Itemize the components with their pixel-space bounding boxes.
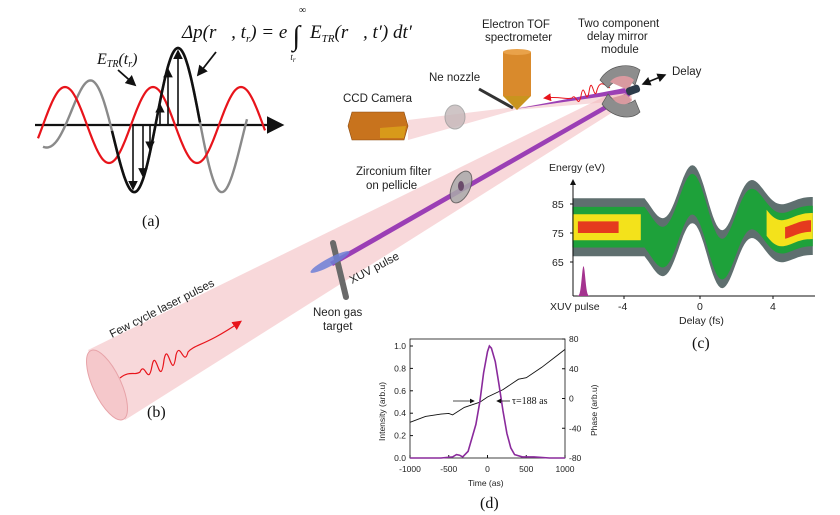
y2-tick-label: -40 <box>569 423 582 433</box>
y-tick-label: 1.0 <box>394 341 406 351</box>
xuv-pulse-profile <box>577 266 590 296</box>
spectrogram-core-right <box>785 220 811 239</box>
delay-arrow <box>641 73 667 86</box>
caption-b: (b) <box>147 404 166 421</box>
laser-beam-entrance <box>86 349 128 421</box>
xuv-beam <box>330 92 630 266</box>
delay-tick-label: 4 <box>770 301 776 313</box>
mirror-inner-bottom <box>612 94 632 105</box>
mirror-label-2: delay mirror <box>587 31 648 43</box>
y-tick-label: 0.6 <box>394 386 406 396</box>
x-tick-label: 500 <box>519 464 533 474</box>
tof-label-2: spectrometer <box>485 32 552 44</box>
neon-target-label: Neon gas <box>313 307 362 319</box>
momentum-arrows <box>128 49 183 191</box>
electric-field-curve <box>36 85 267 165</box>
formula: Δp(r⃗, tr) = e ∫ ∞ tr ETR(r⃗, t′) dt′ <box>181 5 413 64</box>
zirconium-filter-label-2: on pellicle <box>366 180 417 192</box>
ccd-camera-label: CCD Camera <box>343 93 413 105</box>
panel-c: Energy (eV) 85 75 65 -4 0 4 XUV pulse De… <box>549 162 815 352</box>
y-tick-label: 0.8 <box>394 363 406 373</box>
mirror-label: Two component <box>578 18 660 30</box>
reflected-laser-pulse <box>543 83 611 102</box>
delay-ticks: -4 0 4 <box>618 296 776 313</box>
formula-lhs: Δp(r⃗, tr) = e <box>181 22 287 45</box>
imaging-lens <box>444 104 466 130</box>
y2-tick-label: 40 <box>569 364 579 374</box>
phase-series <box>409 349 566 423</box>
intensity-series <box>410 344 565 459</box>
mirror-actuator <box>625 84 641 96</box>
laser-pulse-wave <box>119 320 242 379</box>
mirror-label-3: module <box>601 44 639 56</box>
caption-a: (a) <box>142 213 160 230</box>
y2-tick-label: -80 <box>569 453 582 463</box>
panel-d: -1000 -500 0 500 1000 0.0 0.2 0.4 0.6 0.8 1.0 80 40 0… <box>377 334 599 512</box>
formula-pointer-arrow <box>196 51 217 77</box>
x-tick-label: 1000 <box>556 464 575 474</box>
phase-axis-label: Phase (arb.u) <box>589 384 599 436</box>
highlighted-vector-potential-curve <box>110 46 202 194</box>
axis-ticks: -1000 -500 0 500 1000 0.0 0.2 0.4 0.6 0.8 1.0 80 40 0… <box>394 334 581 474</box>
ccd-camera-face <box>380 126 406 138</box>
zirconium-filter-label: Zirconium filter <box>356 166 432 178</box>
tof-label: Electron TOF <box>482 19 550 31</box>
pellicle <box>458 181 464 191</box>
energy-axis-label: Energy (eV) <box>549 162 605 174</box>
neon-target-label-2: target <box>323 321 353 333</box>
formula-lower-limit: tr <box>290 52 296 64</box>
field-pointer-arrow <box>117 69 137 87</box>
energy-ticks: 85 75 65 <box>552 199 573 269</box>
y2-tick-label: 0 <box>569 394 574 404</box>
formula-upper-limit: ∞ <box>299 5 306 16</box>
neon-gas-target <box>330 240 349 300</box>
intensity-axis-label: Intensity (arb.u) <box>377 382 387 441</box>
caption-c: (c) <box>692 335 710 352</box>
x-tick-label: -500 <box>440 464 457 474</box>
delay-tick-label: -4 <box>618 301 627 313</box>
caption-d: (d) <box>480 495 499 512</box>
x-tick-label: -1000 <box>399 464 421 474</box>
ne-nozzle <box>478 87 514 110</box>
delay-tick-label: 0 <box>697 301 703 313</box>
mirror-inner-top <box>610 76 634 90</box>
delay-label: Delay <box>672 66 702 78</box>
spectrogram-core-left <box>577 221 619 233</box>
panel-a: ETR(tr) Δp(r⃗, tr) = e ∫ ∞ tr ETR(r⃗, t′… <box>35 5 413 230</box>
ne-nozzle-label: Ne nozzle <box>429 72 480 84</box>
formula-integral-sign: ∫ <box>290 21 302 53</box>
streaking-spectrogram <box>572 165 813 289</box>
time-axis-label: Time (as) <box>468 478 504 488</box>
y-tick-label: 0.0 <box>394 453 406 463</box>
delay-axis-label: Delay (fs) <box>679 315 724 327</box>
x-tick-label: 0 <box>485 464 490 474</box>
y2-tick-label: 80 <box>569 334 579 344</box>
tof-spectrometer <box>503 52 531 96</box>
xuv-pulse-shape <box>310 251 350 273</box>
tof-top <box>503 49 531 55</box>
y-tick-label: 0.2 <box>394 431 406 441</box>
energy-tick-label: 65 <box>552 257 564 269</box>
panel-b: Few cycle laser pulses (b) XUV pulse Neo… <box>86 18 702 421</box>
y-tick-label: 0.4 <box>394 408 406 418</box>
xuv-pulse-axis-label: XUV pulse <box>550 301 600 313</box>
formula-integrand: ETR(r⃗, t′) dt′ <box>309 22 413 45</box>
energy-tick-label: 75 <box>552 228 564 240</box>
field-label: ETR(tr) <box>96 51 137 70</box>
spectrogram-mid-contour <box>572 173 813 280</box>
pulse-duration-annotation: τ=188 as <box>512 396 548 407</box>
tof-cone <box>503 96 531 110</box>
energy-tick-label: 85 <box>552 199 564 211</box>
